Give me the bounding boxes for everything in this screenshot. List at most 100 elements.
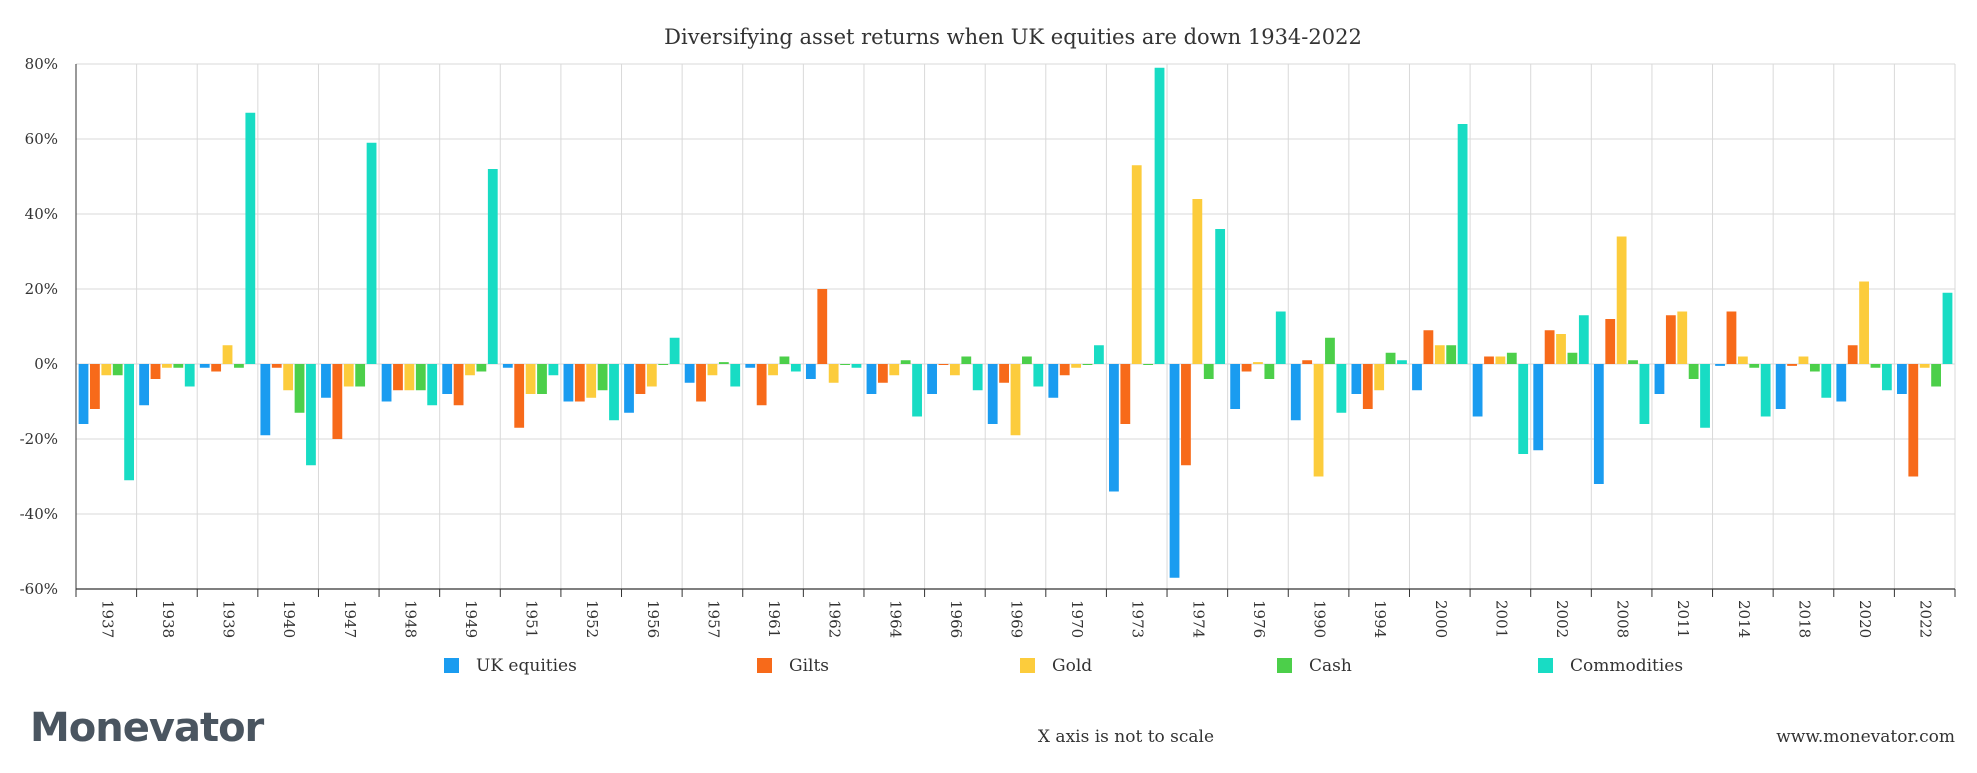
bar-commodities-2000: [1457, 124, 1468, 364]
legend-item-cash: Cash: [1277, 656, 1352, 676]
bar-gilts-1956: [635, 364, 646, 394]
x-tick-label: 1947: [341, 600, 359, 638]
bar-commodities-1973: [1154, 67, 1165, 364]
bar-uk-equities-1938: [139, 364, 150, 406]
bar-gold-1976: [1253, 362, 1263, 364]
bar-gold-1957: [707, 364, 718, 376]
x-tick-label: 1939: [220, 600, 238, 638]
bar-uk-equities-1956: [624, 364, 634, 413]
bar-commodities-1947: [366, 142, 377, 364]
bar-cash-1951: [537, 364, 547, 394]
bar-gold-2014: [1737, 356, 1748, 364]
bar-gilts-1964: [877, 364, 888, 383]
bar-gilts-1938: [150, 364, 161, 379]
bar-cash-2001: [1506, 352, 1517, 364]
bar-gold-2008: [1616, 236, 1627, 364]
bar-gold-1939: [222, 345, 233, 364]
x-tick-label: 2008: [1614, 600, 1632, 638]
bar-commodities-1990: [1336, 364, 1347, 413]
bar-gold-1961: [768, 364, 778, 376]
bar-uk-equities-2008: [1593, 364, 1604, 484]
y-tick-label: -20%: [20, 430, 58, 448]
x-tick-label: 1938: [159, 600, 177, 638]
x-tick-label: 1964: [886, 600, 904, 638]
bar-gilts-1973: [1120, 364, 1131, 424]
bar-gilts-1990: [1302, 360, 1313, 364]
x-tick-label: 1949: [462, 600, 480, 638]
bar-commodities-1939: [245, 112, 256, 364]
x-tick-label: 1990: [1311, 600, 1329, 638]
x-tick-label: 2014: [1735, 600, 1753, 638]
bar-gilts-2022: [1908, 364, 1919, 477]
x-tick-label: 1974: [1189, 600, 1207, 638]
legend-label: Gold: [1052, 656, 1092, 676]
axes: [75, 64, 1956, 597]
bar-cash-1994: [1385, 352, 1396, 364]
bar-commodities-1956: [669, 337, 680, 364]
bar-gilts-2002: [1544, 330, 1555, 364]
bar-cash-1961: [779, 356, 790, 364]
legend-item-gilts: Gilts: [757, 656, 829, 676]
bar-cash-1957: [718, 362, 729, 364]
legend-item-gold: Gold: [1020, 656, 1092, 676]
monevator-logo: Monevator: [30, 705, 265, 751]
bar-uk-equities-1952: [563, 364, 574, 402]
bar-gold-1969: [1010, 364, 1021, 436]
bar-uk-equities-1990: [1290, 364, 1301, 421]
x-tick-label: 1976: [1250, 600, 1268, 638]
x-axis-ticks: 1937 1938 1939 1940 1947 1948 1949 1951 1952 1956…: [98, 600, 1934, 638]
bar-gilts-2000: [1423, 330, 1434, 364]
legend-label: Gilts: [789, 656, 829, 676]
bar-gold-1973: [1131, 165, 1142, 364]
bar-gilts-1949: [453, 364, 464, 406]
bar-gold-2018: [1798, 356, 1809, 364]
bar-commodities-1949: [487, 169, 498, 364]
bar-uk-equities-1940: [260, 364, 271, 436]
x-tick-label: 1937: [98, 600, 116, 638]
bar-gilts-1976: [1241, 364, 1252, 372]
bar-cash-1938: [173, 364, 184, 368]
bar-gilts-1994: [1362, 364, 1373, 409]
bar-uk-equities-1957: [684, 364, 695, 383]
bar-commodities-1961: [790, 364, 801, 372]
legend-swatch: [444, 658, 459, 673]
bar-cash-1974: [1203, 364, 1214, 379]
legend-label: UK equities: [476, 656, 577, 676]
bar-gold-1964: [889, 364, 900, 376]
bar-commodities-2002: [1578, 315, 1589, 364]
bar-cash-1949: [476, 364, 487, 372]
bar-gold-1952: [586, 364, 597, 398]
bar-uk-equities-2002: [1533, 364, 1544, 451]
x-tick-label: 1970: [1068, 600, 1086, 638]
bar-gilts-1974: [1181, 364, 1191, 466]
x-tick-label: 1966: [947, 600, 965, 638]
x-tick-label: 2011: [1674, 600, 1692, 638]
bar-commodities-1951: [548, 364, 559, 376]
bar-uk-equities-1974: [1169, 364, 1180, 578]
bar-cash-1970: [1082, 364, 1093, 365]
bar-uk-equities-1951: [502, 364, 513, 368]
bar-gilts-1939: [211, 364, 222, 372]
bar-commodities-1957: [730, 364, 741, 387]
bar-uk-equities-1962: [805, 364, 816, 379]
bar-uk-equities-1973: [1109, 364, 1119, 492]
bar-gold-1951: [525, 364, 536, 394]
bar-commodities-1937: [124, 364, 135, 481]
bar-cash-2020: [1870, 364, 1881, 368]
x-tick-label: 2000: [1432, 600, 1450, 638]
bar-uk-equities-2000: [1412, 364, 1422, 391]
y-tick-label: -40%: [20, 505, 58, 523]
bar-commodities-1969: [1033, 364, 1044, 387]
bar-cash-2014: [1749, 364, 1760, 368]
bar-gilts-1952: [574, 364, 585, 402]
bar-commodities-1964: [912, 364, 922, 417]
bar-gold-1994: [1374, 364, 1385, 391]
bar-cash-2018: [1809, 364, 1820, 372]
bar-commodities-1966: [972, 364, 983, 391]
grid-lines: [75, 63, 1956, 590]
bar-commodities-1940: [306, 364, 316, 466]
bar-cash-1952: [597, 364, 608, 391]
legend-label: Cash: [1309, 656, 1352, 676]
bar-cash-2002: [1567, 352, 1578, 364]
bar-cash-1973: [1143, 364, 1154, 365]
